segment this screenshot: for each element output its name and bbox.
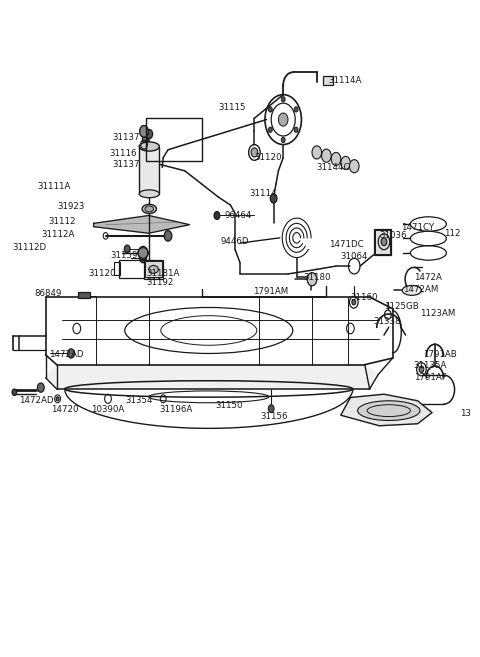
Circle shape [341, 156, 350, 170]
Circle shape [268, 107, 272, 112]
Ellipse shape [402, 285, 421, 296]
Bar [144, 260, 163, 279]
Text: 1125GB: 1125GB [384, 302, 419, 311]
Text: 31112D: 31112D [12, 242, 46, 252]
Bar [323, 76, 333, 85]
Text: 31036: 31036 [379, 231, 407, 240]
Bar [375, 230, 390, 254]
Text: 1791AB: 1791AB [423, 350, 457, 359]
Text: 31111A: 31111A [37, 182, 71, 191]
Bar [374, 229, 391, 255]
Circle shape [124, 245, 130, 253]
Text: 31112A: 31112A [41, 230, 75, 239]
Circle shape [352, 300, 356, 305]
Text: 31120: 31120 [254, 153, 282, 162]
Circle shape [294, 127, 298, 133]
Circle shape [12, 389, 17, 396]
Text: 1471CY: 1471CY [401, 223, 434, 232]
Text: 31196A: 31196A [160, 405, 193, 415]
Ellipse shape [139, 142, 159, 151]
Polygon shape [46, 365, 378, 389]
Bar [145, 261, 162, 277]
Polygon shape [341, 394, 432, 426]
Text: 1472AD: 1472AD [49, 350, 84, 359]
Circle shape [270, 194, 277, 203]
Ellipse shape [142, 204, 156, 214]
Circle shape [307, 273, 317, 286]
Text: 31112: 31112 [48, 217, 75, 226]
Text: 31338: 31338 [373, 317, 401, 326]
Circle shape [349, 160, 359, 173]
Circle shape [322, 149, 331, 162]
Text: 1791AF: 1791AF [414, 373, 446, 382]
Circle shape [419, 366, 424, 373]
Circle shape [251, 148, 258, 157]
Bar [146, 118, 202, 161]
Circle shape [268, 127, 272, 133]
Circle shape [37, 383, 44, 392]
Text: 31923: 31923 [58, 202, 85, 211]
Text: 9446D: 9446D [221, 237, 249, 246]
Text: 1471DC: 1471DC [329, 240, 363, 249]
Text: 1472A: 1472A [414, 273, 442, 283]
Text: 31115: 31115 [218, 103, 246, 112]
Circle shape [68, 349, 74, 358]
Ellipse shape [139, 190, 159, 198]
Circle shape [214, 212, 220, 219]
Ellipse shape [358, 401, 420, 420]
Text: 31135A: 31135A [414, 361, 447, 371]
Text: 31120: 31120 [89, 269, 116, 279]
Bar [139, 147, 159, 194]
Text: 31354: 31354 [126, 396, 153, 405]
Text: 1472AD: 1472AD [19, 396, 54, 405]
Text: 31159: 31159 [110, 251, 138, 260]
Circle shape [56, 397, 59, 401]
Text: 1123AM: 1123AM [420, 309, 456, 318]
Text: 31144C: 31144C [317, 163, 350, 172]
Circle shape [146, 129, 153, 139]
Text: 14720: 14720 [51, 405, 79, 415]
Text: 31180: 31180 [303, 273, 331, 283]
Circle shape [140, 254, 146, 263]
Bar [142, 137, 147, 141]
Text: 112: 112 [444, 229, 460, 238]
Text: 96464: 96464 [225, 211, 252, 220]
Polygon shape [94, 215, 190, 233]
Text: 31181A: 31181A [146, 269, 180, 279]
Circle shape [281, 97, 285, 102]
Circle shape [312, 146, 322, 159]
Circle shape [140, 125, 148, 137]
Text: 31150: 31150 [215, 401, 242, 410]
Circle shape [294, 107, 298, 112]
Text: 31114A: 31114A [329, 76, 362, 85]
Text: 1472AM: 1472AM [403, 284, 439, 294]
Text: 13: 13 [460, 409, 471, 419]
Text: 31156: 31156 [261, 412, 288, 421]
Bar [114, 262, 120, 275]
Text: 1791AM: 1791AM [253, 287, 288, 296]
Circle shape [331, 152, 341, 166]
Circle shape [138, 246, 148, 260]
Text: 31137: 31137 [113, 160, 140, 169]
Text: 31114: 31114 [250, 189, 277, 198]
Bar [78, 292, 90, 298]
Circle shape [268, 405, 274, 413]
Circle shape [164, 231, 172, 241]
Text: 31192: 31192 [146, 278, 174, 287]
Circle shape [278, 113, 288, 126]
Circle shape [281, 137, 285, 143]
Text: 86849: 86849 [35, 288, 62, 298]
Text: 31160: 31160 [350, 293, 378, 302]
Text: 10390A: 10390A [91, 405, 124, 415]
Ellipse shape [149, 265, 158, 273]
Text: 31064: 31064 [341, 252, 368, 261]
Ellipse shape [145, 206, 154, 212]
Bar [119, 260, 153, 278]
Text: 31137: 31137 [113, 133, 140, 143]
Text: 31116: 31116 [109, 148, 137, 158]
Circle shape [381, 238, 387, 246]
